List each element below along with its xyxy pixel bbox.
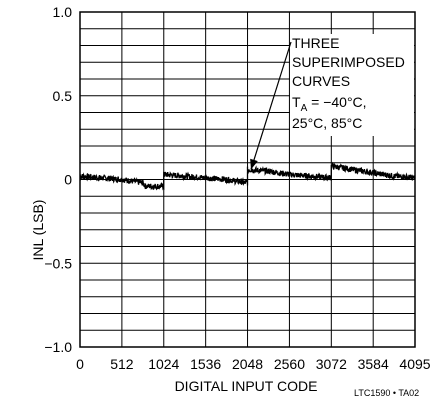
y-tick-label: 0.5: [53, 88, 73, 104]
annotation-temp-line: TA = −40°C,: [292, 94, 367, 114]
x-axis-label: DIGITAL INPUT CODE: [175, 378, 318, 394]
annotation-line-1: THREE: [292, 35, 339, 51]
temp-subscript: A: [301, 103, 308, 114]
temp-symbol: T: [292, 94, 301, 110]
x-tick-label: 2048: [232, 356, 263, 372]
x-tick-label: 0: [76, 356, 84, 372]
y-tick-labels: 1.0 0.5 0 −0.5 −1.0: [44, 4, 72, 355]
annotation-arrowhead: [250, 158, 258, 170]
annotation: THREE SUPERIMPOSED CURVES TA = −40°C, 25…: [250, 34, 414, 170]
x-tick-label: 4095: [399, 356, 430, 372]
annotation-line-3: CURVES: [292, 73, 350, 89]
annotation-background: [290, 34, 414, 136]
x-tick-label: 512: [110, 356, 134, 372]
inl-curve: [79, 161, 416, 191]
y-tick-label: −0.5: [44, 255, 72, 271]
y-tick-label: −1.0: [44, 339, 72, 355]
temp-values: = −40°C,: [307, 94, 366, 110]
x-tick-label: 1024: [148, 356, 179, 372]
x-tick-labels: 0 512 1024 1536 2048 2560 3072 3584 4095: [76, 356, 431, 372]
x-tick-label: 3072: [316, 356, 347, 372]
annotation-line-2: SUPERIMPOSED: [292, 54, 405, 70]
y-axis-label: INL (LSB): [30, 200, 46, 261]
x-tick-label: 3584: [358, 356, 389, 372]
annotation-arrow: [250, 41, 292, 170]
y-tick-label: 1.0: [53, 4, 73, 20]
annotation-temp-line-2: 25°C, 85°C: [292, 115, 362, 131]
plot-frame: [79, 11, 416, 348]
y-tick-label: 0: [64, 172, 72, 188]
figure-code: LTC1590 • TA02: [354, 388, 419, 398]
x-tick-label: 2560: [274, 356, 305, 372]
series: [79, 161, 416, 191]
x-tick-label: 1536: [190, 356, 221, 372]
